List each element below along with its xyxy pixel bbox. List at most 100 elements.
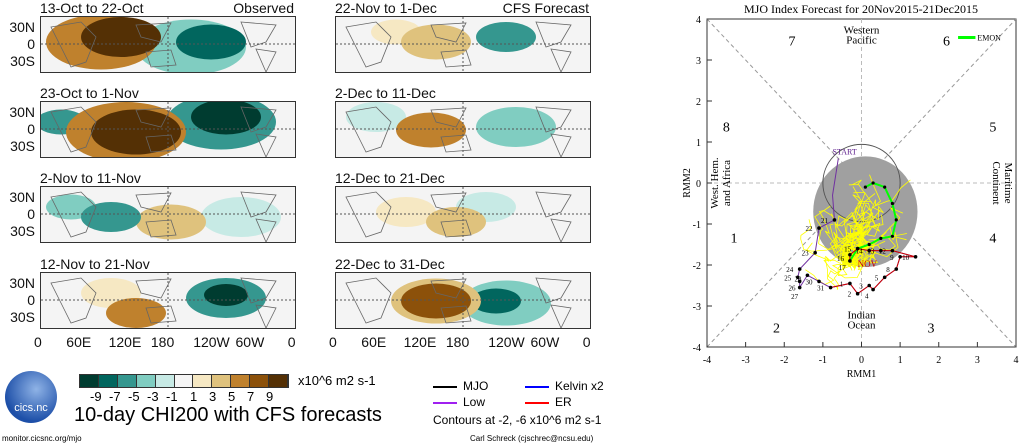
legend-label: MJO	[463, 379, 489, 393]
ensemble-member-line	[805, 242, 855, 269]
y-tick-label: 4	[696, 15, 701, 26]
colorbar-swatch	[98, 375, 118, 387]
anomaly-map	[40, 272, 296, 329]
coastline	[345, 106, 572, 157]
colorbar-tick: -1	[166, 389, 178, 404]
observed-day-label: 28	[795, 276, 803, 284]
x-tick-label: -3	[741, 355, 749, 366]
observed-point	[805, 273, 810, 278]
observed-point	[817, 279, 821, 284]
x-axis-label: RMM1	[847, 369, 876, 380]
observed-day-label: 17	[839, 264, 847, 272]
panel-title: 22-Dec to 31-Dec	[335, 256, 445, 272]
x-tick-label: 1	[898, 355, 903, 366]
coastline	[50, 277, 277, 328]
lon-label: 60W	[530, 334, 560, 350]
observed-day-label: 15	[844, 246, 852, 254]
ensemble-member-line	[831, 207, 871, 265]
x-tick-label: 3	[975, 355, 980, 366]
anomaly-map	[40, 101, 296, 158]
ensemble-mean-point	[879, 236, 883, 240]
observed-day-label: 31	[817, 285, 825, 293]
panel-title: 22-Nov to 1-Dec	[335, 0, 437, 16]
anomaly-blob	[191, 102, 261, 135]
lat-label: 0	[27, 36, 35, 52]
anomaly-blob	[91, 109, 181, 155]
site-url[interactable]: monitor.cicsnc.org/mjo	[2, 434, 82, 443]
observed-point	[879, 248, 883, 253]
observed-day-label: 1	[840, 280, 844, 288]
anomaly-blob	[136, 204, 206, 240]
ensemble-mean-point	[867, 242, 871, 247]
x-tick-label: -1	[819, 355, 827, 366]
y-axis-label: RMM2	[682, 168, 693, 197]
region-label-top: Pacific	[846, 35, 877, 47]
y-tick-label: -3	[693, 302, 701, 313]
anomaly-map	[335, 186, 591, 243]
lat-label: 0	[27, 121, 35, 137]
anomaly-map	[335, 101, 591, 158]
legend-label: ER	[555, 395, 572, 409]
figure-title: 10-day CHI200 with CFS forecasts	[74, 404, 382, 426]
observed-day-label: 8	[886, 266, 890, 274]
lon-label: 120W	[488, 334, 525, 350]
x-tick-label: -2	[780, 355, 788, 366]
observed-day-label: 4	[865, 293, 869, 301]
lon-label: 0	[582, 334, 591, 350]
ensemble-mean-line	[849, 181, 898, 262]
lon-label: 120W	[193, 334, 230, 350]
observed-point	[867, 248, 872, 253]
observed-point	[882, 275, 887, 280]
anomaly-blob	[81, 17, 161, 57]
x-tick-label: 4	[1014, 355, 1019, 366]
y-tick-label: 1	[696, 138, 701, 149]
credit: Carl Schreck (cjschrec@ncsu.edu)	[470, 434, 594, 443]
panel-tag: CFS Forecast	[502, 0, 589, 16]
panel-title: 23-Oct to 1-Nov	[40, 85, 139, 101]
colorbar-swatch	[193, 375, 213, 387]
panel-title: 2-Dec to 11-Dec	[335, 85, 436, 101]
coastline	[345, 277, 572, 328]
region-label-top: Western	[844, 24, 880, 36]
region-label-left: West. Hem.	[709, 157, 721, 209]
legend-line	[525, 386, 549, 388]
colorbar-swatch	[231, 375, 251, 387]
colorbar-swatch	[250, 375, 270, 387]
anomaly-blob	[201, 197, 281, 237]
observed-day-label: 14	[856, 248, 864, 256]
ensemble-member-line	[824, 257, 852, 290]
observed-day-label: 16	[837, 255, 845, 263]
panel-tag: Observed	[233, 0, 294, 16]
panel-title: 13-Oct to 22-Oct	[40, 0, 144, 16]
anomaly-blob	[81, 202, 141, 232]
colorbar-units: x10^6 m2 s-1	[298, 373, 376, 388]
anomaly-blob	[476, 107, 556, 147]
colorbar-tick: 3	[209, 389, 217, 404]
anomaly-map	[40, 16, 296, 73]
colorbar-swatch	[155, 375, 175, 387]
lon-label: 120E	[403, 334, 437, 350]
anomaly-blob	[401, 283, 471, 319]
y-tick-label: 3	[696, 56, 701, 67]
anomaly-blob	[476, 22, 536, 52]
x-tick-label: 2	[936, 355, 941, 366]
observed-point	[898, 254, 902, 259]
ensemble-member-line	[853, 232, 907, 264]
observed-point	[855, 246, 860, 251]
anomaly-map	[40, 186, 296, 243]
observed-point	[797, 279, 802, 284]
observed-point	[813, 250, 817, 255]
lat-label: 30N	[9, 19, 35, 35]
colorbar: -9 -7 -5 -3 -1 1 3 5 7 9	[79, 374, 289, 404]
ensemble-member-line	[834, 244, 853, 260]
region-label-bottom: Indian	[847, 309, 876, 321]
ensemble-mean-point	[890, 234, 894, 238]
observed-point	[867, 283, 872, 288]
observed-point	[797, 285, 802, 290]
coastline	[345, 21, 572, 72]
phase-label: 8	[723, 121, 730, 136]
y-tick-label: 2	[696, 97, 701, 108]
colorbar-swatch	[136, 375, 156, 387]
legend-label: Low	[463, 395, 486, 409]
panel-title: 12-Nov to 21-Nov	[40, 256, 150, 272]
